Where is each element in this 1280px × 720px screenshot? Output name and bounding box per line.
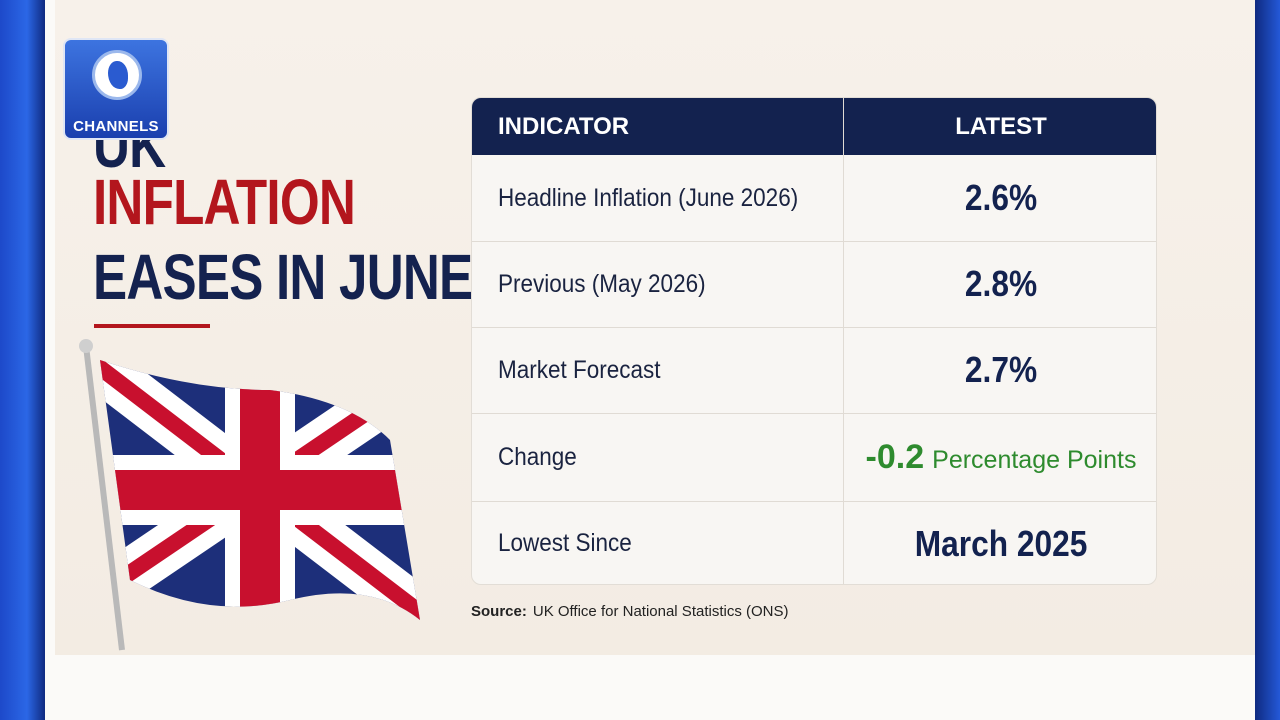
row-value-cell: -0.2 Percentage Points bbox=[844, 413, 1156, 501]
header-cell: LATEST bbox=[955, 112, 1047, 140]
row-label-cell: Lowest Since bbox=[498, 501, 843, 584]
logo-globe bbox=[92, 50, 142, 100]
change-value: -0.2 Percentage Points bbox=[866, 438, 1137, 477]
channel-logo: CHANNELS bbox=[63, 38, 169, 140]
row-label: Lowest Since bbox=[498, 529, 632, 557]
row-value-cell: 2.8% bbox=[844, 241, 1156, 327]
row-label: Previous (May 2026) bbox=[498, 269, 706, 298]
row-value-cell: March 2025 bbox=[844, 501, 1156, 584]
title-rule bbox=[94, 324, 210, 328]
logo-text: CHANNELS bbox=[73, 118, 159, 135]
row-divider bbox=[472, 501, 1156, 502]
headline-line: EASES IN JUNE bbox=[93, 241, 473, 313]
row-divider bbox=[472, 327, 1156, 328]
row-label-cell: Market Forecast bbox=[498, 327, 843, 413]
source-label: Source: bbox=[471, 603, 527, 620]
row-value: 2.7% bbox=[964, 349, 1038, 390]
flag-cloth bbox=[100, 360, 420, 620]
row-label-cell: Headline Inflation (June 2026) bbox=[498, 155, 843, 241]
indicator-table: INDICATOR LATEST Headline Inflation (Jun… bbox=[471, 97, 1157, 585]
table-header bbox=[472, 98, 1156, 155]
row-value: 2.8% bbox=[964, 263, 1038, 304]
row-value: March 2025 bbox=[914, 522, 1088, 564]
flag-pole bbox=[83, 345, 125, 651]
side-bar bbox=[1255, 0, 1280, 720]
column-divider bbox=[843, 98, 844, 584]
row-label: Market Forecast bbox=[498, 355, 661, 384]
source-text: UK Office for National Statistics (ONS) bbox=[532, 603, 789, 620]
headline-line: INFLATION bbox=[93, 166, 356, 238]
side-bar bbox=[0, 0, 45, 720]
row-value: 2.6% bbox=[964, 177, 1038, 218]
row-value-cell: 2.7% bbox=[844, 327, 1156, 413]
header-cell: INDICATOR bbox=[498, 112, 630, 140]
source-note: Source: UK Office for National Statistics… bbox=[471, 603, 789, 620]
pole-top bbox=[79, 339, 93, 353]
row-label-cell: Previous (May 2026) bbox=[498, 241, 843, 327]
row-label: Headline Inflation (June 2026) bbox=[498, 183, 799, 212]
row-label-cell: Change bbox=[498, 413, 843, 501]
row-divider bbox=[472, 413, 1156, 414]
row-divider bbox=[472, 241, 1156, 242]
row-label: Change bbox=[498, 442, 577, 471]
change-unit: Percentage Points bbox=[932, 445, 1137, 474]
row-value-cell: 2.6% bbox=[844, 155, 1156, 241]
uk-flag bbox=[79, 339, 420, 651]
change-number: -0.2 bbox=[865, 437, 925, 476]
